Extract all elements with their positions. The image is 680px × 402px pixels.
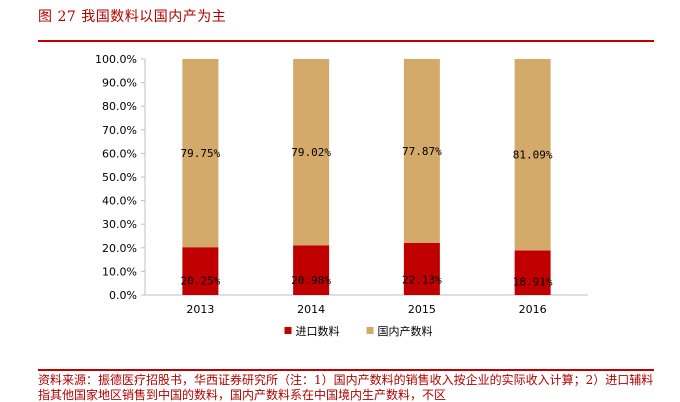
y-tick-label: 100.0%	[95, 53, 137, 66]
x-tick-label: 2014	[297, 303, 325, 316]
bar-segment-domestic-2013	[182, 59, 219, 248]
data-label: 20.25%	[181, 275, 221, 288]
y-tick-label: 20.0%	[102, 242, 137, 255]
top-divider	[38, 40, 654, 42]
x-tick-label: 2015	[408, 303, 436, 316]
bottom-divider	[38, 369, 654, 371]
legend-swatch-domestic	[366, 327, 374, 334]
bar-segment-import-2015	[403, 242, 440, 295]
stacked-bar-chart: 0.0% 10.0% 20.0% 30.0% 40.0% 50.0% 60.0% 70.0% 8…	[95, 53, 588, 338]
data-label: 79.02%	[291, 146, 331, 159]
data-label: 79.75%	[181, 147, 221, 160]
y-tick-label: 50.0%	[102, 171, 137, 184]
figure-title: 图 27 我国数料以国内产为主	[38, 9, 227, 25]
y-tick-label: 0.0%	[109, 289, 137, 302]
bar-segment-domestic-2014	[293, 59, 330, 246]
x-tick-label: 2013	[186, 303, 214, 316]
bar-segment-domestic-2016	[514, 59, 551, 251]
bar-segment-import-2013	[182, 247, 219, 295]
bar-segment-import-2016	[514, 250, 551, 295]
data-label: 22.13%	[402, 273, 442, 286]
data-label: 20.98%	[291, 274, 331, 287]
y-tick-label: 30.0%	[102, 218, 137, 231]
legend-label-domestic: 国内产数料	[378, 324, 433, 338]
y-tick-label: 10.0%	[102, 265, 137, 278]
y-tick-label: 80.0%	[102, 100, 137, 113]
legend-label-import: 进口数料	[296, 324, 340, 338]
x-tick-label: 2016	[519, 303, 547, 316]
y-tick-label: 70.0%	[102, 124, 137, 137]
data-label: 77.87%	[402, 145, 442, 158]
bar-segment-import-2014	[293, 245, 330, 295]
y-tick-label: 40.0%	[102, 195, 137, 208]
bar-segment-domestic-2015	[403, 59, 440, 243]
legend-swatch-import	[284, 327, 292, 334]
source-note: 资料来源：振德医疗招股书，华西证券研究所（注：1）国内产数料的销售收入按企业的实…	[38, 373, 654, 402]
data-label: 18.91%	[513, 276, 553, 289]
y-tick-label: 60.0%	[102, 147, 137, 160]
y-tick-label: 90.0%	[102, 77, 137, 90]
data-label: 81.09%	[513, 149, 553, 162]
